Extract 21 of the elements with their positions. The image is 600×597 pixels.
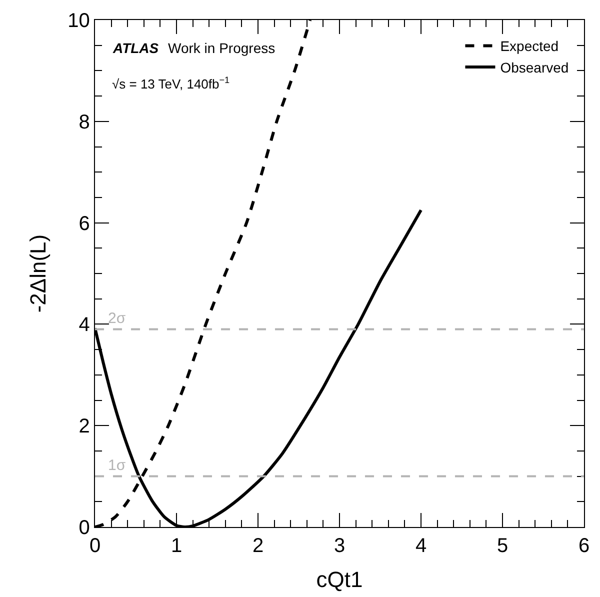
y-axis-title: -2Δln(L) (25, 234, 50, 313)
x-tick-label: 1 (170, 535, 182, 558)
annotation: ATLAS (112, 40, 160, 56)
x-axis-title: cQt1 (316, 567, 363, 592)
x-tick-label: 5 (496, 535, 508, 558)
legend-label: Obsearved (500, 59, 569, 76)
y-tick-label: 4 (78, 314, 90, 336)
annotation: Work in Progress (168, 40, 276, 56)
y-tick-label: 8 (78, 111, 90, 134)
x-tick-label: 4 (415, 535, 427, 558)
y-tick-label: 10 (68, 10, 90, 32)
y-tick-label: 6 (78, 212, 90, 235)
x-tick-label: 2 (252, 535, 264, 558)
y-tick-label: 2 (78, 416, 90, 438)
x-tick-label: 6 (578, 535, 590, 558)
annotation: √s = 13 TeV, 140fb$^{−1}$ (112, 75, 230, 92)
x-tick-label: 3 (334, 535, 346, 558)
ref-line-label: 2σ (108, 310, 126, 327)
ref-line-label: 1σ (108, 457, 126, 474)
y-tick-label: 0 (78, 517, 90, 539)
legend-label: Expected (500, 38, 559, 54)
